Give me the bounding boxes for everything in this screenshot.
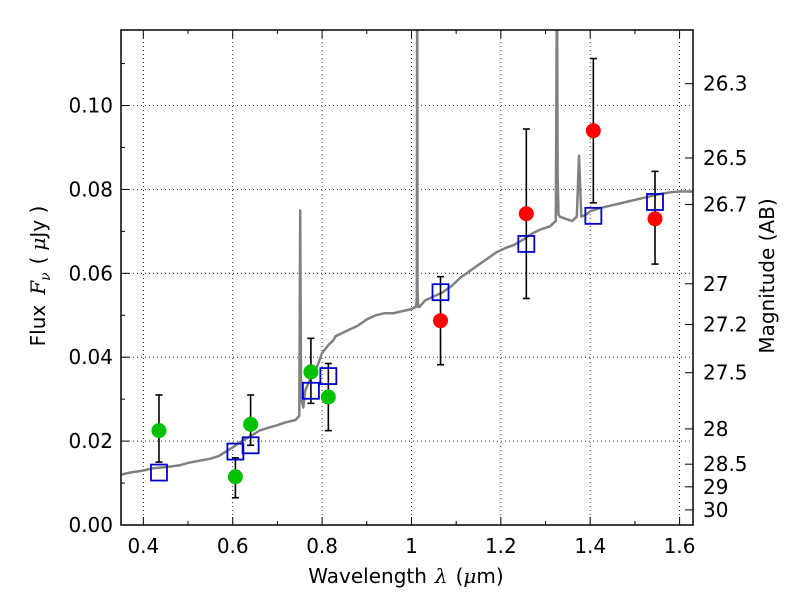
x-tick-label: 0.6 [217, 534, 249, 558]
mag-tick-label: 27.5 [703, 361, 748, 385]
x-tick-label: 1.4 [574, 534, 606, 558]
mag-tick-label: 28 [703, 417, 728, 441]
y-tick-label: 0.10 [68, 94, 113, 118]
mag-tick-label: 30 [703, 498, 728, 522]
x-tick-label: 0.8 [306, 534, 338, 558]
model-photometry-box [646, 193, 664, 211]
mag-tick-label: 26.7 [703, 193, 748, 217]
x-axis-title: Wavelength λ (μm) [308, 564, 503, 588]
x-tick-label: 1 [405, 534, 418, 558]
green-data-point [320, 389, 336, 405]
mag-tick-label: 26.3 [703, 72, 748, 96]
axis-ticks: 0.4 0.6 0.8 1 1.2 1.4 1.6 0.00 0.02 0.04 0.06 0.08 0… [68, 30, 748, 558]
x-tick-label: 1.6 [664, 534, 696, 558]
observed-points [151, 123, 663, 485]
y-axis-title: FluxFν(μJy ) [26, 206, 54, 347]
mag-tick-label: 28.5 [703, 452, 748, 476]
y-tick-label: 0.00 [68, 513, 113, 537]
red-data-point [518, 206, 534, 222]
red-data-point [585, 123, 601, 139]
mag-tick-label: 27 [703, 272, 728, 296]
model-photometry-boxes [150, 193, 664, 482]
model-photometry-box [431, 283, 450, 302]
y2-axis-title: Magnitude (AB) [755, 198, 779, 353]
model-photometry-box [241, 436, 260, 455]
green-data-point [303, 364, 319, 380]
model-photometry-box [319, 367, 338, 385]
y-tick-label: 0.08 [68, 177, 113, 201]
model-spectrum [121, 30, 693, 476]
grid [121, 30, 693, 525]
error-bars [155, 57, 659, 499]
y-tick-label: 0.04 [68, 345, 113, 369]
model-photometry-box [150, 463, 168, 482]
x-tick-label: 1.2 [485, 534, 517, 558]
red-data-point [647, 211, 663, 227]
model-photometry-box [302, 381, 320, 400]
red-data-point [433, 313, 449, 329]
green-data-point [151, 423, 167, 439]
model-photometry-box [584, 206, 603, 225]
x-tick-label: 0.4 [127, 534, 159, 558]
y-tick-label: 0.06 [68, 261, 113, 285]
green-data-point [227, 469, 243, 485]
plot-frame [120, 29, 694, 526]
y-tick-label: 0.02 [68, 429, 113, 453]
spectrum-line [121, 30, 693, 476]
green-data-point [243, 416, 259, 432]
mag-tick-label: 26.5 [703, 146, 748, 170]
model-photometry-box [517, 235, 536, 253]
mag-tick-label: 27.2 [703, 312, 748, 336]
mag-tick-label: 29 [703, 475, 728, 499]
